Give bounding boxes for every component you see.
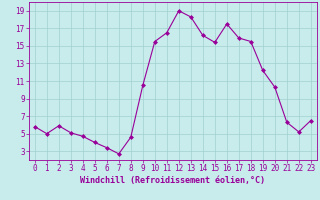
X-axis label: Windchill (Refroidissement éolien,°C): Windchill (Refroidissement éolien,°C) <box>80 176 265 185</box>
